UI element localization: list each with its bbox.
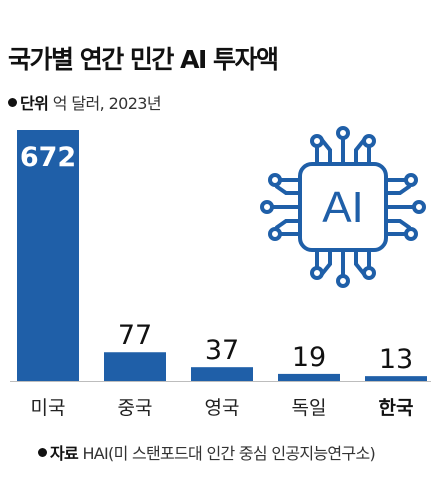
data-label-독일: 19	[292, 342, 326, 373]
source-label: 자료	[50, 444, 79, 463]
bar-한국	[365, 376, 427, 381]
chart-title: 국가별 연간 민간 AI 투자액	[8, 45, 279, 74]
unit-text: 억 달러, 2023년	[52, 94, 162, 113]
category-label-미국: 미국	[31, 397, 66, 419]
category-label-영국: 영국	[205, 397, 240, 419]
category-label-독일: 독일	[292, 397, 327, 419]
source-text: HAI(미 스탠포드대 인간 중심 인공지능연구소)	[82, 444, 376, 463]
bar-영국	[191, 367, 253, 381]
ai-chip-label: AI	[322, 183, 364, 232]
bullet-icon	[38, 448, 47, 457]
data-label-영국: 37	[205, 335, 239, 366]
bar-중국	[104, 352, 166, 381]
ai-chip-icon: AI	[260, 126, 426, 288]
category-label-중국: 중국	[118, 397, 153, 419]
data-label-미국: 672	[20, 142, 76, 173]
bar-미국	[17, 130, 79, 381]
unit-note: 단위 억 달러, 2023년	[8, 90, 162, 114]
data-label-한국: 13	[379, 344, 413, 375]
unit-label: 단위	[20, 94, 49, 113]
data-label-중국: 77	[118, 320, 152, 351]
bar-독일	[278, 373, 340, 381]
bullet-icon	[8, 98, 17, 107]
source-note: 자료 HAI(미 스탠포드대 인간 중심 인공지능연구소)	[38, 440, 376, 464]
bars-group: 672 미국 77 중국 37 영국 19 독일 13 한국	[10, 130, 431, 419]
category-label-한국: 한국	[379, 397, 414, 419]
